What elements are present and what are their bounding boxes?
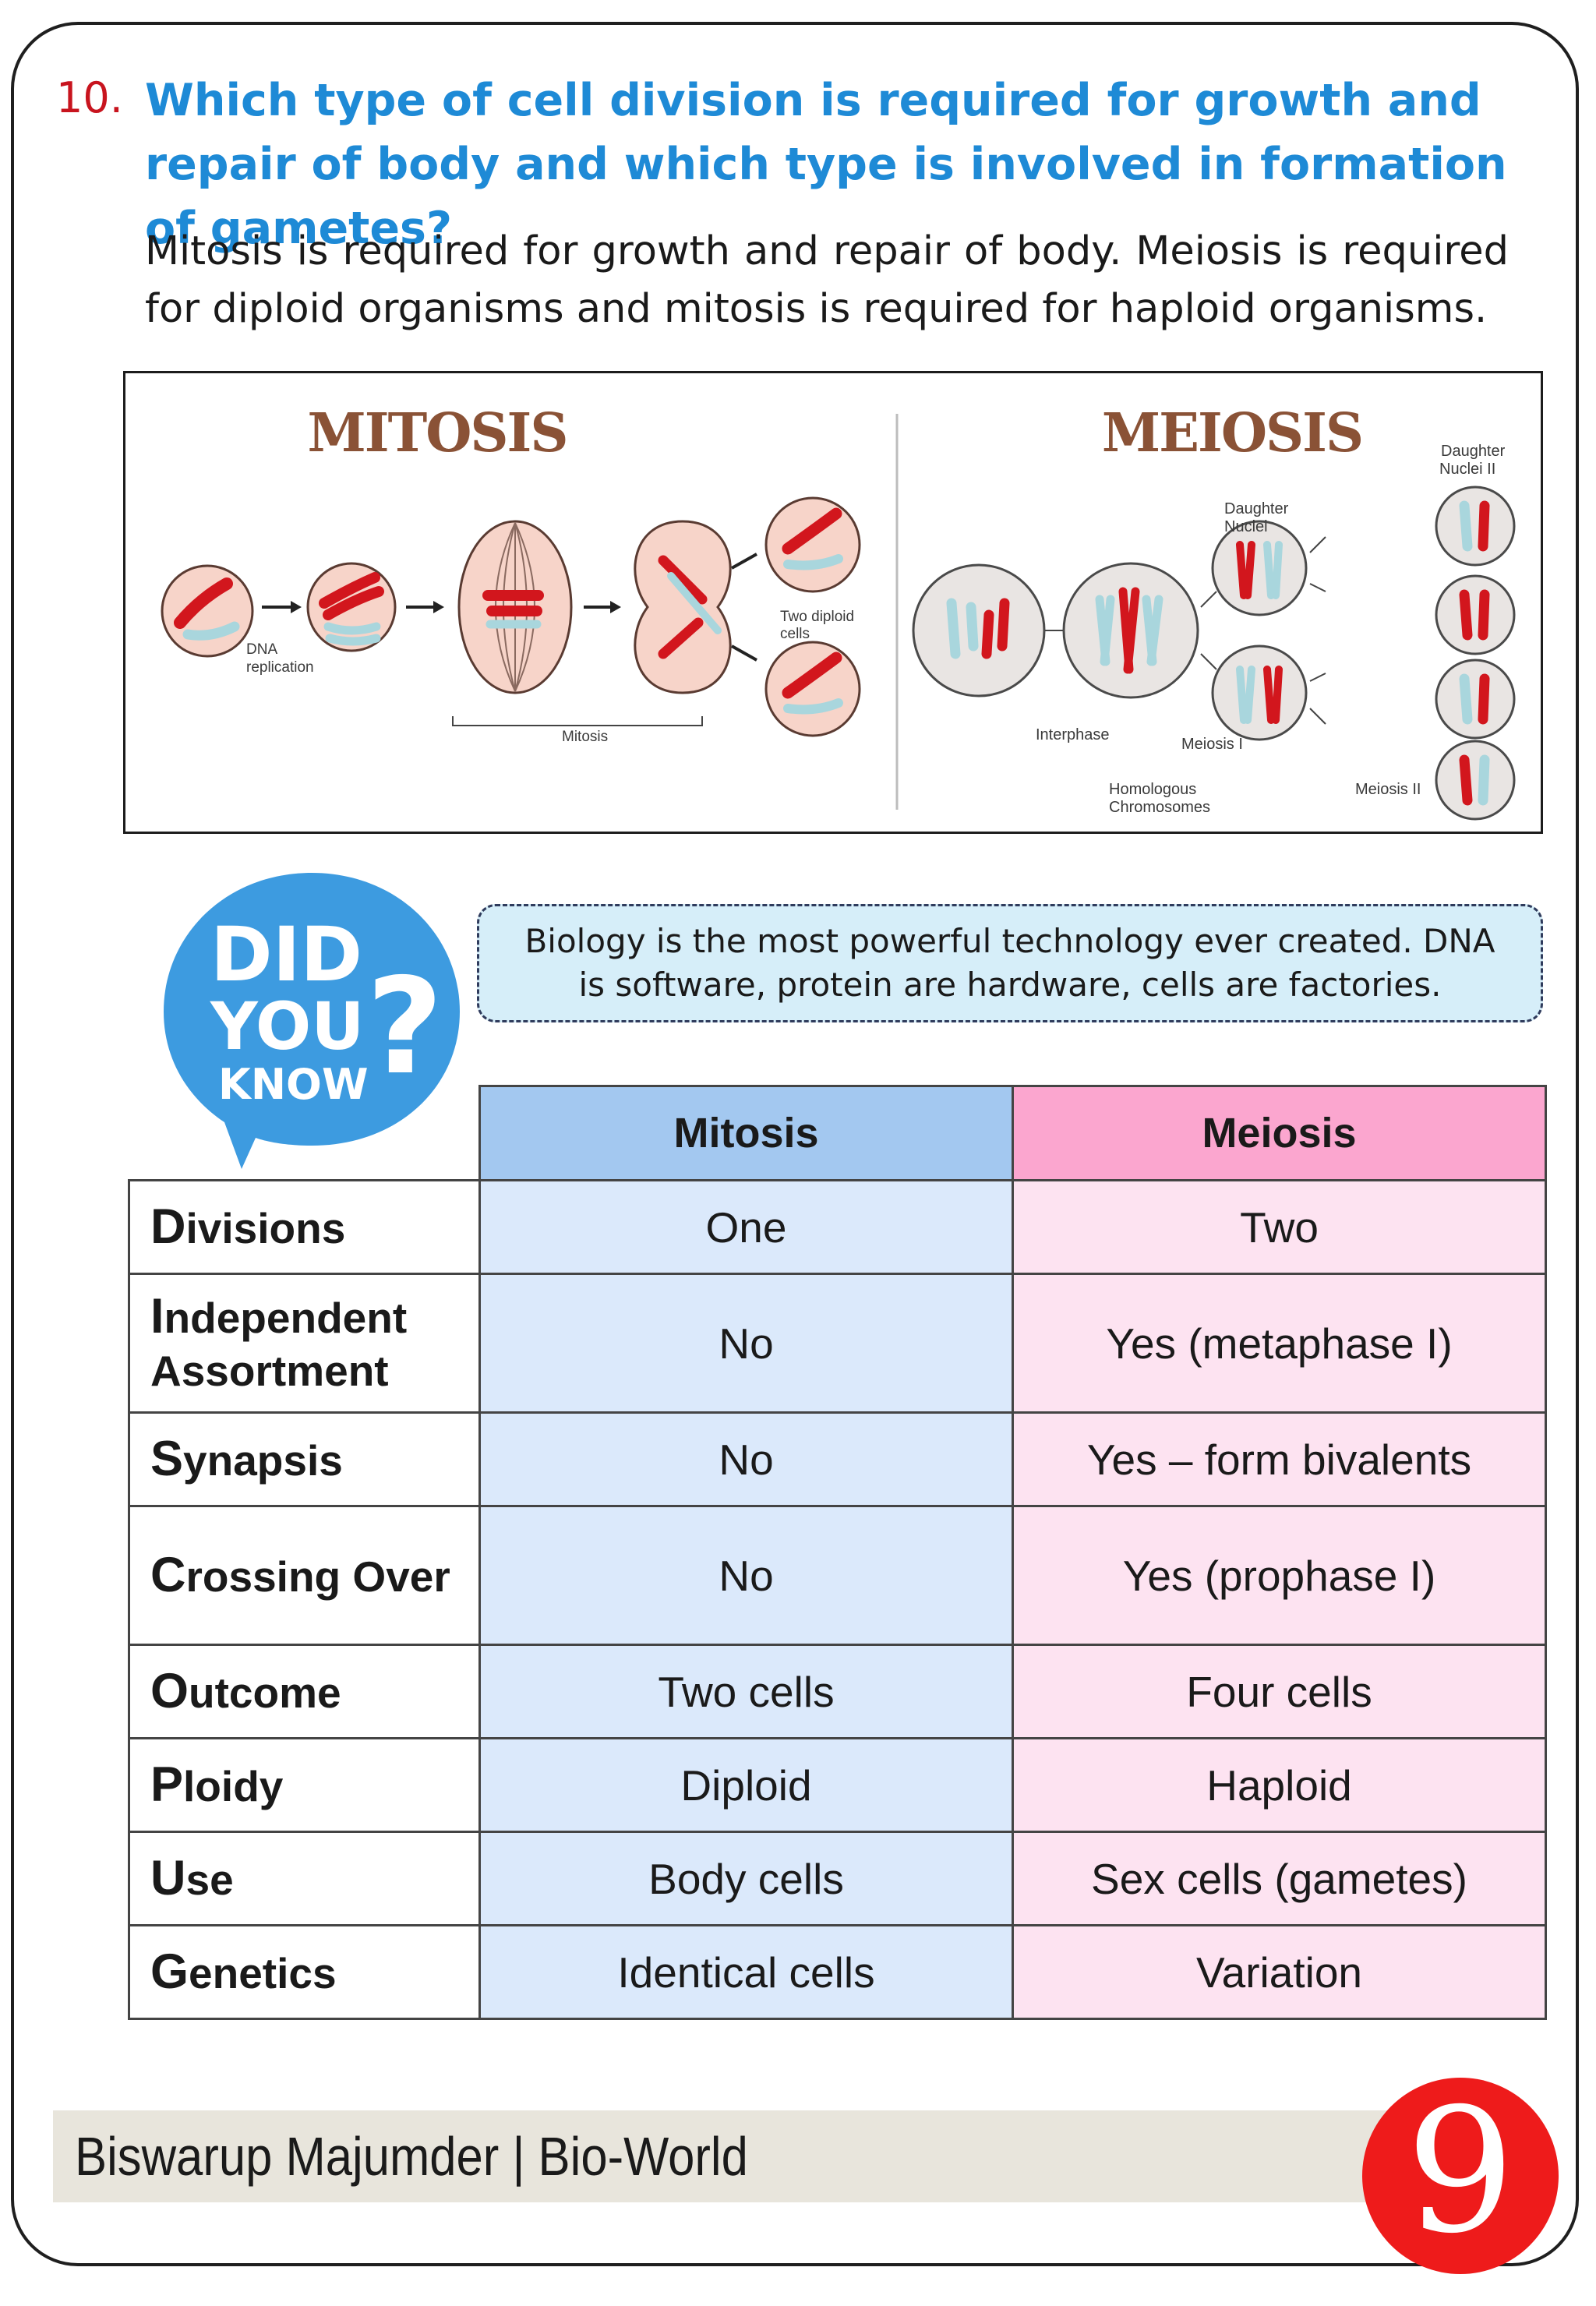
label-chromosomes: Chromosomes	[1109, 799, 1210, 816]
mitosis-cell: Diploid	[478, 1737, 1014, 1833]
mitosis-title: MITOSIS	[308, 402, 567, 464]
row-label: Crossing Over	[128, 1505, 481, 1646]
header-meiosis: Meiosis	[1012, 1085, 1547, 1181]
comparison-table: Mitosis Meiosis Divisions One Two Indepe…	[128, 1085, 1547, 2020]
row-label: Synapsis	[128, 1411, 481, 1507]
meiosis-cell: Four cells	[1012, 1644, 1547, 1739]
row-label: Ploidy	[128, 1737, 481, 1833]
cell-3-icon	[457, 520, 573, 694]
interphase-cell-icon	[912, 563, 1046, 697]
table-row: Synapsis No Yes – form bivalents	[128, 1411, 1547, 1507]
fact-text: Biology is the most powerful technology …	[524, 922, 1495, 1004]
cell-division-figure: MITOSIS MEIOSIS DNA replication	[123, 371, 1543, 834]
label-nuclei-1: Nuclei	[1224, 518, 1268, 535]
meiosis-cell: Yes (metaphase I)	[1012, 1273, 1547, 1414]
gamete-4-icon	[1435, 740, 1516, 821]
daughter-nucleus-bottom-icon	[1211, 644, 1308, 741]
footer-band: Biswarup Majumder | Bio-World	[53, 2110, 1499, 2202]
label-daughter-1: Daughter	[1224, 500, 1289, 517]
cell-4-icon	[634, 520, 732, 694]
header-mitosis: Mitosis	[478, 1085, 1014, 1181]
mitosis-meiosis-diagram: MITOSIS MEIOSIS DNA replication	[161, 402, 1516, 821]
gamete-3-icon	[1435, 659, 1516, 740]
label-mitosis: Mitosis	[562, 729, 608, 745]
cell-1-icon	[161, 564, 254, 658]
mitosis-cell: Identical cells	[478, 1924, 1014, 2020]
table-row: Crossing Over No Yes (prophase I)	[128, 1505, 1547, 1646]
label-two-diploid: Two diploid	[780, 609, 854, 625]
meiosis-cell: Yes – form bivalents	[1012, 1411, 1547, 1507]
table-row: Use Body cells Sex cells (gametes)	[128, 1831, 1547, 1926]
label-meiosis-ii: Meiosis II	[1355, 781, 1421, 798]
mitosis-cell: One	[478, 1179, 1014, 1275]
meiosis-cell: Two	[1012, 1179, 1547, 1275]
table-row: Genetics Identical cells Variation	[128, 1924, 1547, 2020]
mitosis-cell: Body cells	[478, 1831, 1014, 1926]
row-label: Outcome	[128, 1644, 481, 1739]
label-nuclei-2: Nuclei II	[1439, 461, 1495, 478]
page-number-badge: 9	[1362, 2078, 1559, 2274]
label-dna: DNA	[246, 641, 277, 658]
label-interphase: Interphase	[1036, 726, 1110, 743]
arrow-5	[731, 644, 757, 662]
daughter-nucleus-top-icon	[1211, 520, 1308, 616]
mitosis-cell: No	[478, 1505, 1014, 1646]
answer-text: Mitosis is required for growth and repai…	[145, 228, 1509, 332]
table-row: Independent Assortment No Yes (metaphase…	[128, 1273, 1547, 1414]
footer-credit: Biswarup Majumder | Bio-World	[75, 2126, 748, 2187]
meiosis-cell: Sex cells (gametes)	[1012, 1831, 1547, 1926]
row-label: Genetics	[128, 1924, 481, 2020]
mitosis-cell: No	[478, 1273, 1014, 1414]
row-label: Independent Assortment	[128, 1273, 481, 1414]
label-cells: cells	[780, 626, 810, 642]
label-homologous: Homologous	[1109, 781, 1196, 798]
meiosis-cell: Haploid	[1012, 1737, 1547, 1833]
cell-2-icon	[306, 562, 397, 652]
row-label: Use	[128, 1831, 481, 1926]
badge-you: YOU	[210, 988, 364, 1065]
fact-box: Biology is the most powerful technology …	[477, 904, 1543, 1022]
row-label: Divisions	[128, 1179, 481, 1275]
meiosis-i-cell-icon	[1062, 562, 1199, 699]
mitosis-cell: No	[478, 1411, 1014, 1507]
meiosis-cell: Variation	[1012, 1924, 1547, 2020]
question-number: 10.	[56, 73, 123, 122]
gamete-1-icon	[1435, 486, 1516, 567]
page-frame	[11, 22, 1579, 2266]
meiosis-title: MEIOSIS	[1102, 402, 1362, 464]
arrow-4	[731, 553, 757, 570]
meiosis-cell: Yes (prophase I)	[1012, 1505, 1547, 1646]
table-row: Ploidy Diploid Haploid	[128, 1737, 1547, 1833]
label-meiosis-i: Meiosis I	[1181, 736, 1243, 753]
badge-did: DID	[210, 911, 362, 998]
mitosis-cell: Two cells	[478, 1644, 1014, 1739]
page-number: 9	[1406, 2071, 1515, 2271]
daughter-cell-bottom-icon	[764, 641, 861, 737]
table-row: Outcome Two cells Four cells	[128, 1644, 1547, 1739]
label-replication: replication	[246, 659, 314, 676]
question-mark-icon: ?	[366, 950, 443, 1104]
header-blank	[129, 1086, 481, 1181]
gamete-2-icon	[1435, 574, 1516, 655]
table-row: Divisions One Two	[128, 1179, 1547, 1275]
label-daughter-2: Daughter	[1441, 443, 1506, 460]
question-text: Which type of cell division is required …	[145, 75, 1507, 254]
daughter-cell-top-icon	[764, 496, 861, 593]
